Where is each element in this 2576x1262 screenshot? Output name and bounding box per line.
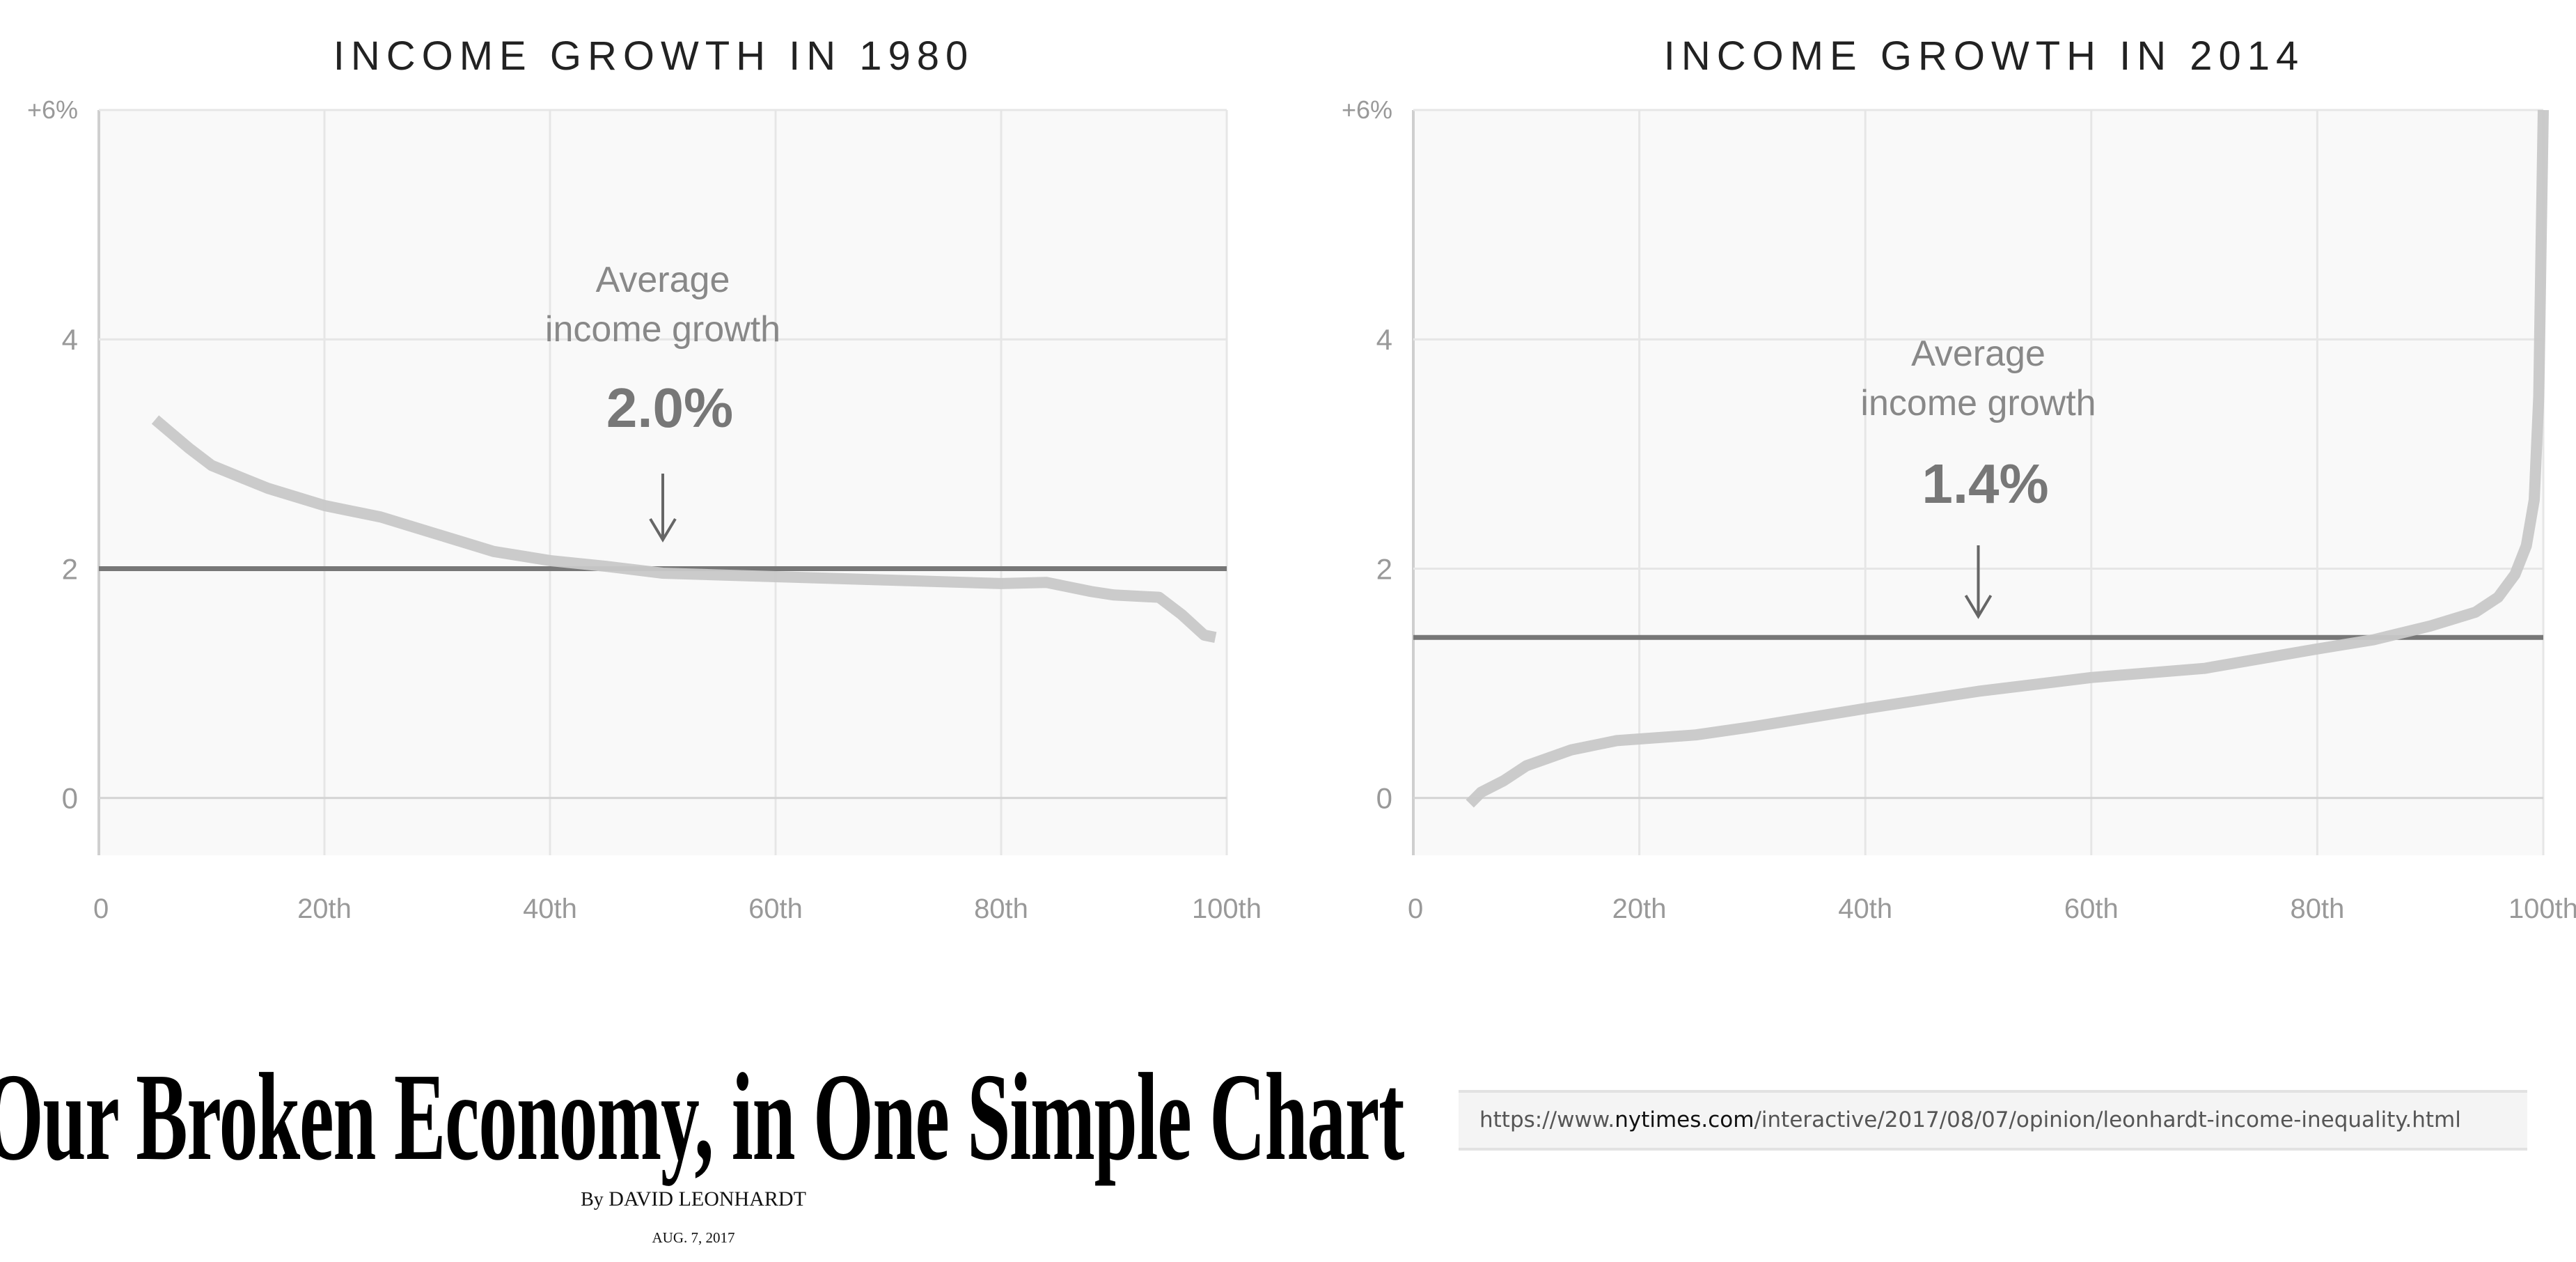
x-tick-label: 0 <box>93 894 109 924</box>
annotation-line2: income growth <box>1860 383 2096 423</box>
plot-background <box>1413 110 2543 855</box>
x-tick-label: 100th <box>1192 894 1262 924</box>
y-tick-label: 2 <box>62 552 78 585</box>
x-tick-label: 60th <box>2064 894 2119 924</box>
arrow-head-icon <box>649 517 677 543</box>
annotation-line1: Average <box>596 260 730 300</box>
url-prefix: https://www. <box>1479 1107 1615 1132</box>
url-host: nytimes.com <box>1615 1107 1754 1132</box>
x-tick-label: 60th <box>748 894 803 924</box>
income-growth-curve <box>151 415 1217 644</box>
y-tick-label: 0 <box>1376 782 1392 815</box>
x-tick-label: 20th <box>297 894 352 924</box>
x-tick-label: 40th <box>523 894 577 924</box>
annotation-value: 2.0% <box>606 377 733 439</box>
article-byline: By DAVID LEONHARDT <box>581 1187 806 1211</box>
x-tick-label: 100th <box>2508 894 2576 924</box>
chart-title: INCOME GROWTH IN 2014 <box>1664 33 2305 79</box>
url-bar[interactable]: https://www.nytimes.com/interactive/2017… <box>1459 1090 2527 1151</box>
annotation-line1: Average <box>1911 334 2045 374</box>
x-tick-label: 20th <box>1612 894 1667 924</box>
y-tick-label: 0 <box>62 782 78 815</box>
chart-title: INCOME GROWTH IN 1980 <box>333 33 975 79</box>
article-headline: Our Broken Economy, in One Simple Chart <box>0 1047 1404 1186</box>
y-tick-label: 4 <box>1376 323 1392 356</box>
y-tick-label: +6% <box>27 95 78 124</box>
x-tick-label: 40th <box>1838 894 1892 924</box>
y-tick-label: 4 <box>62 323 78 356</box>
y-tick-label: 2 <box>1376 552 1392 585</box>
annotation-value: 1.4% <box>1922 453 2048 515</box>
arrow-head-icon <box>1964 594 1993 619</box>
byline-prefix: By <box>581 1189 604 1210</box>
x-tick-label: 80th <box>2290 894 2344 924</box>
url-path: /interactive/2017/08/07/opinion/leonhard… <box>1754 1107 2461 1132</box>
annotation-line2: income growth <box>545 309 780 350</box>
x-tick-label: 80th <box>974 894 1028 924</box>
author-name: DAVID LEONHARDT <box>608 1187 806 1210</box>
y-tick-label: +6% <box>1342 95 1392 124</box>
article-date: AUG. 7, 2017 <box>652 1229 735 1246</box>
income-growth-curve <box>1466 109 2549 808</box>
x-tick-label: 0 <box>1408 894 1423 924</box>
